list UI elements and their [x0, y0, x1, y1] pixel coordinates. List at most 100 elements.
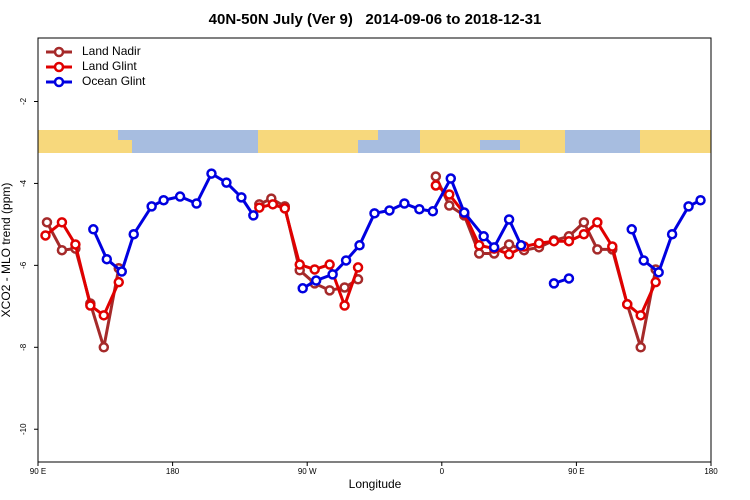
point: [607, 241, 618, 252]
x-tick-label: 90 E: [568, 467, 584, 476]
point: [444, 200, 455, 211]
point: [563, 235, 575, 247]
point: [113, 276, 125, 288]
point: [578, 217, 590, 228]
point: [503, 249, 515, 260]
legend-marker: [53, 76, 65, 88]
series-line: [44, 184, 658, 318]
legend-marker: [53, 61, 65, 73]
point: [56, 217, 68, 228]
map-strip: [38, 130, 711, 153]
point: [98, 342, 110, 353]
point: [352, 262, 364, 273]
x-tick-label: 90 W: [298, 467, 317, 476]
point: [294, 259, 305, 270]
point: [563, 273, 575, 284]
point: [206, 168, 217, 179]
point: [309, 264, 320, 275]
point: [683, 201, 694, 212]
point: [40, 230, 51, 241]
point: [297, 283, 308, 294]
point: [473, 240, 485, 251]
point: [98, 310, 110, 321]
point: [70, 239, 81, 250]
point: [503, 214, 515, 225]
point: [445, 173, 457, 184]
point: [267, 199, 279, 210]
point: [158, 194, 169, 206]
point: [548, 278, 560, 289]
point: [653, 267, 664, 278]
point: [638, 255, 649, 266]
y-tick-label: -2: [19, 97, 28, 105]
point: [191, 198, 202, 209]
point: [578, 228, 590, 240]
point: [310, 275, 322, 286]
x-tick-label: 90 E: [30, 467, 46, 476]
point: [635, 310, 646, 321]
point: [695, 194, 706, 206]
point: [339, 282, 350, 293]
point: [56, 244, 68, 256]
point: [430, 171, 442, 182]
point: [116, 266, 128, 277]
point: [101, 253, 113, 265]
point: [650, 276, 661, 288]
point: [248, 210, 259, 221]
chart-title: 40N-50N July (Ver 9) 2014-09-06 to 2018-…: [209, 11, 542, 28]
point: [635, 342, 646, 353]
point: [88, 224, 99, 235]
point: [41, 217, 53, 228]
point: [279, 203, 291, 214]
point: [478, 231, 489, 242]
point: [128, 228, 139, 240]
point: [339, 300, 350, 311]
point: [221, 177, 232, 188]
point: [592, 217, 603, 228]
point: [626, 224, 637, 235]
point: [236, 192, 247, 203]
x-tick-label: 180: [166, 467, 180, 476]
y-tick-label: -8: [19, 343, 28, 351]
point: [354, 240, 365, 251]
point: [340, 255, 352, 266]
y-axis-label: XCO2 - MLO trend (ppm): [0, 183, 13, 318]
point: [621, 299, 633, 310]
plot-frame: [37, 37, 712, 463]
point: [174, 191, 186, 202]
y-tick-label: -6: [19, 261, 28, 269]
point: [324, 285, 335, 296]
point: [592, 244, 603, 255]
y-tick-label: -10: [19, 423, 28, 435]
point: [85, 300, 96, 311]
point: [146, 201, 157, 212]
point: [384, 205, 395, 216]
series-line: [45, 175, 658, 348]
legend-label: Ocean Glint: [82, 74, 146, 88]
point: [458, 207, 470, 218]
point: [427, 206, 439, 217]
point: [369, 208, 380, 219]
point: [254, 202, 265, 213]
x-tick-label: 0: [440, 467, 445, 476]
point: [666, 228, 678, 240]
point: [399, 198, 410, 209]
point: [503, 239, 515, 250]
point: [548, 235, 560, 247]
point: [324, 259, 335, 270]
point: [414, 203, 425, 215]
point: [327, 269, 338, 280]
point: [488, 242, 500, 253]
x-axis-label: Longitude: [349, 477, 402, 491]
point: [533, 237, 545, 249]
point: [473, 248, 485, 259]
point: [515, 240, 527, 251]
series-line: [91, 171, 702, 290]
y-tick-label: -4: [19, 179, 28, 187]
point: [444, 189, 455, 200]
x-tick-label: 180: [704, 467, 718, 476]
legend-label: Land Nadir: [82, 44, 141, 58]
legend-label: Land Glint: [82, 59, 137, 73]
point: [430, 180, 442, 191]
